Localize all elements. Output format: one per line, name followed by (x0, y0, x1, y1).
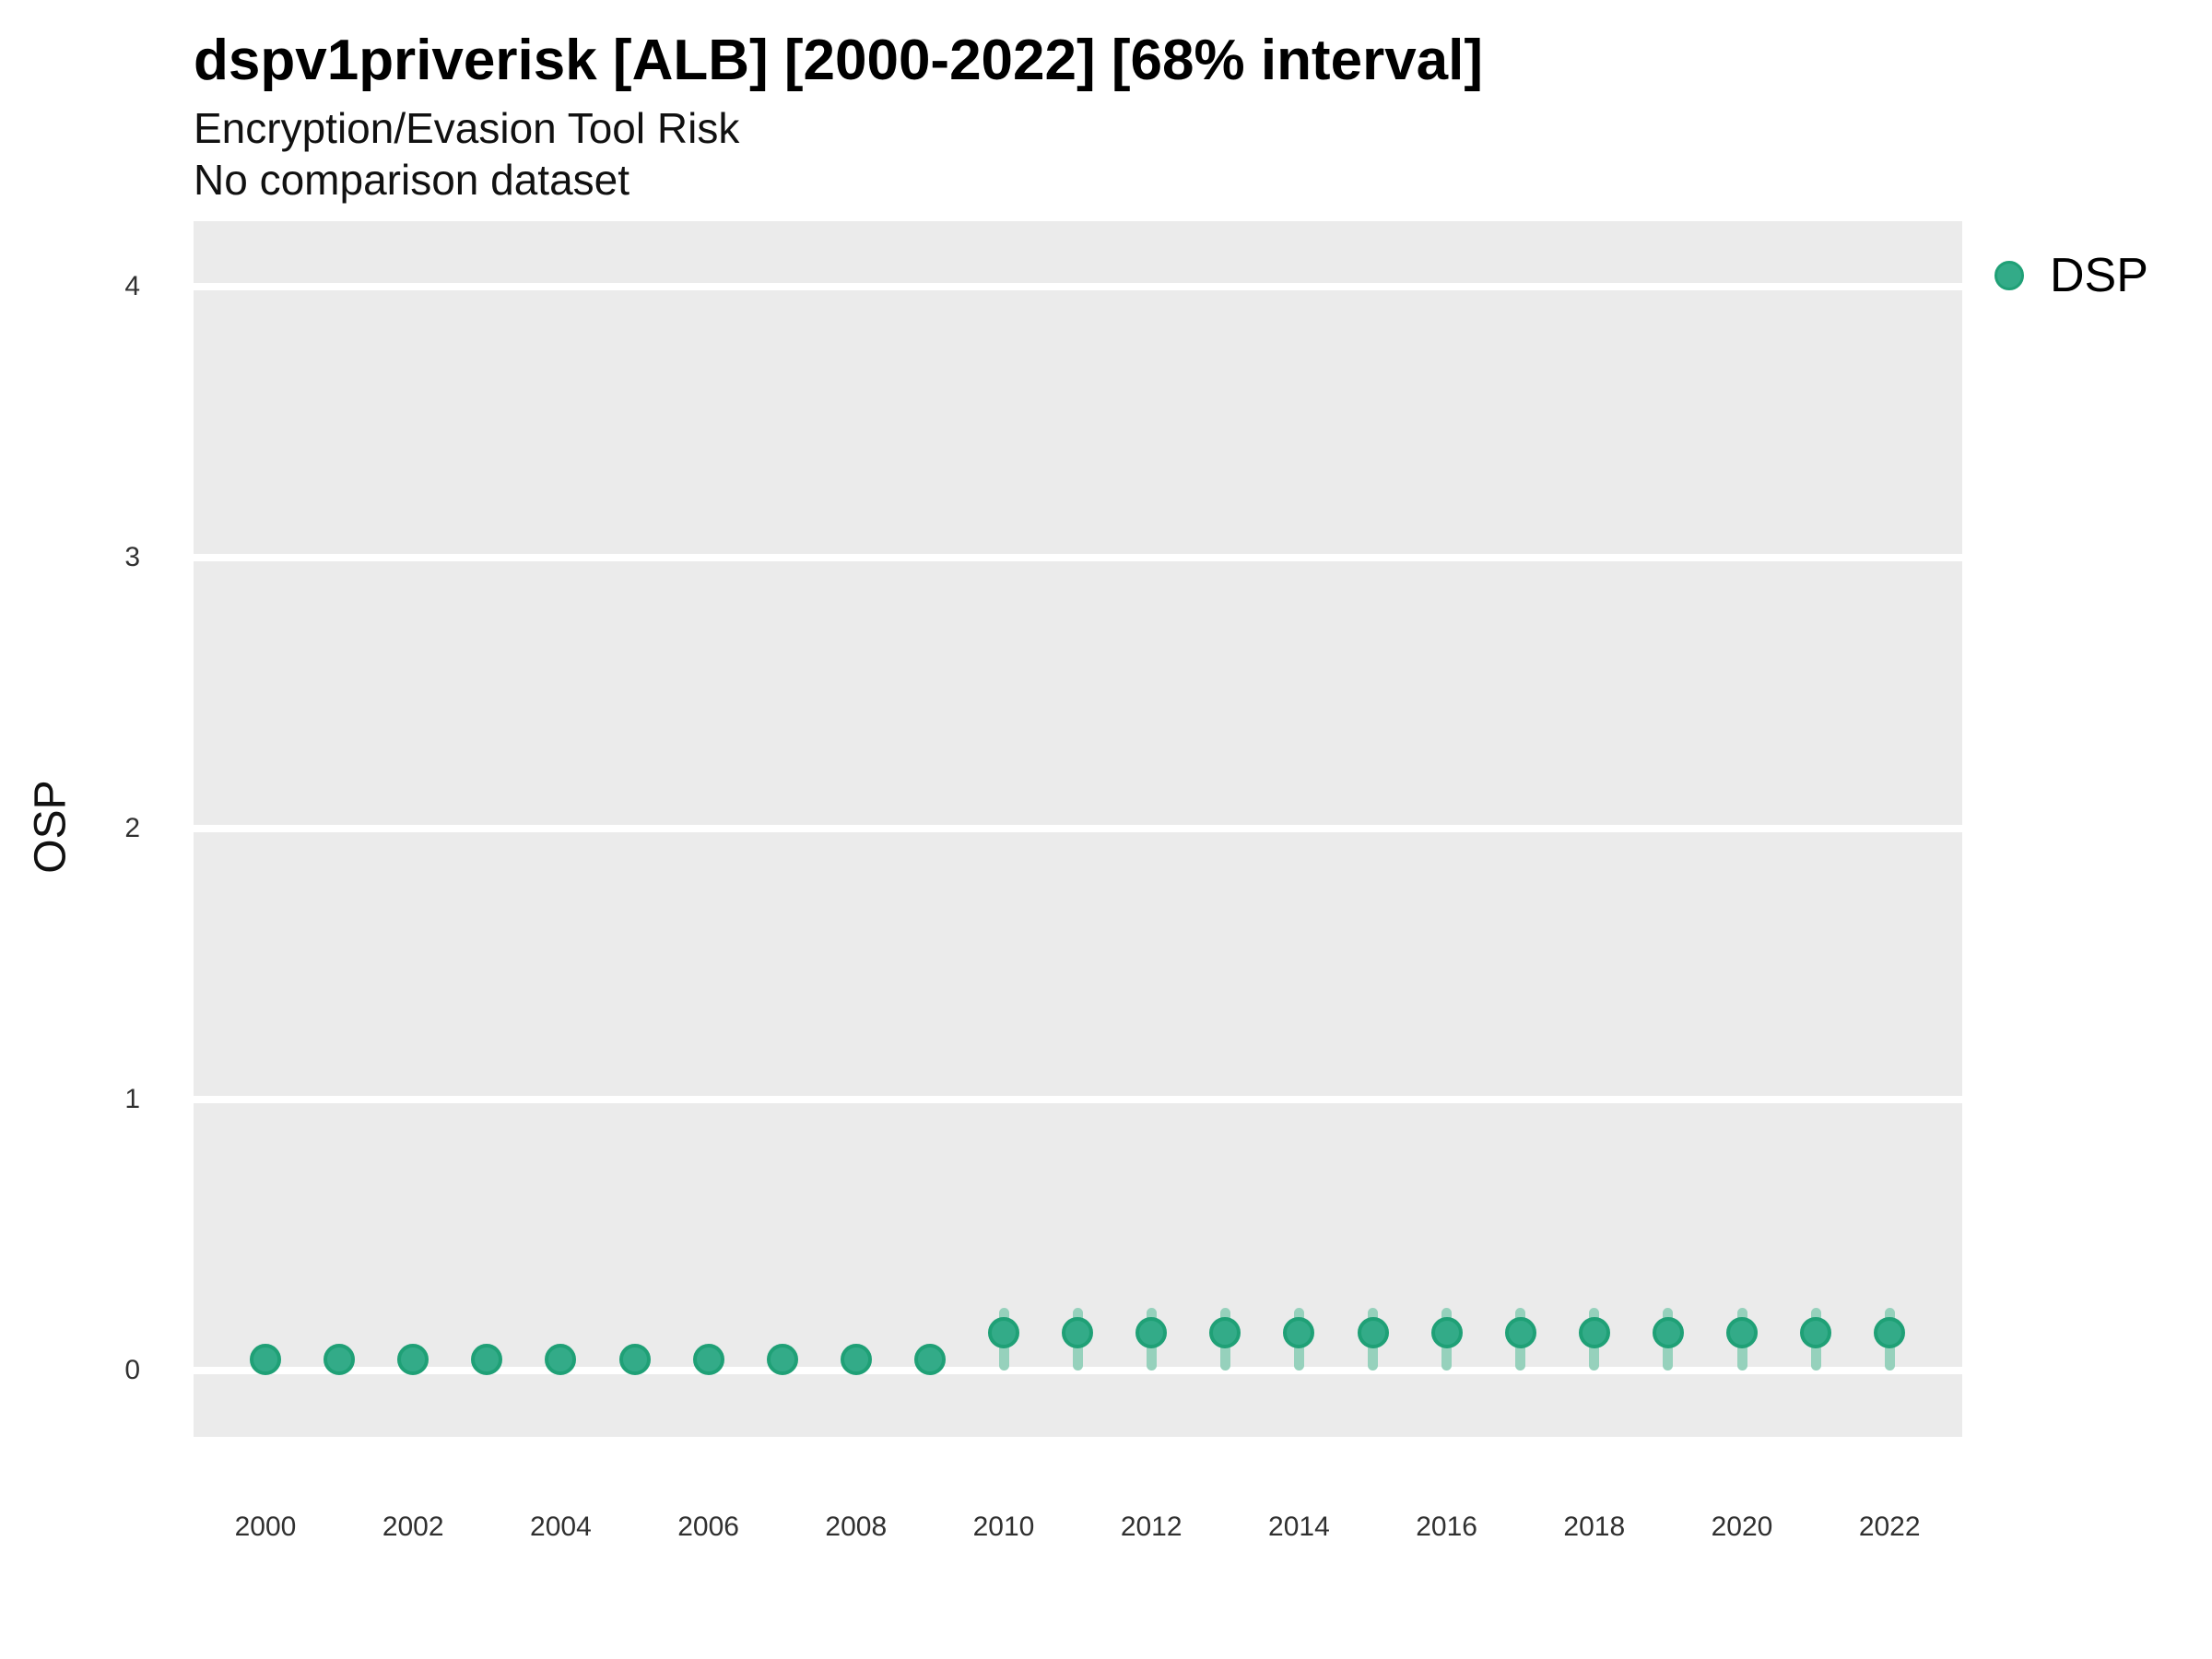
x-tick-label: 2022 (1858, 1512, 1921, 1542)
data-point (545, 1344, 577, 1376)
major-gridline (194, 283, 1962, 290)
x-tick-label: 2000 (234, 1512, 297, 1542)
chart-title: dspv1priverisk [ALB] [2000-2022] [68% in… (194, 29, 1484, 92)
data-point (1209, 1316, 1241, 1348)
major-gridline (194, 1367, 1962, 1374)
data-point (988, 1316, 1019, 1348)
chart-subtitle: Encryption/Evasion Tool Risk (194, 104, 740, 152)
data-point (692, 1344, 724, 1376)
data-point (1357, 1316, 1389, 1348)
data-point (1062, 1316, 1094, 1348)
data-point (766, 1344, 798, 1376)
data-point (840, 1344, 872, 1376)
x-tick-label: 2008 (825, 1512, 888, 1542)
data-point (913, 1344, 946, 1376)
data-point (618, 1344, 651, 1376)
chart-subtitle-note: No comparison dataset (194, 156, 630, 204)
x-tick-label: 2016 (1416, 1512, 1477, 1542)
x-tick-label: 2018 (1563, 1512, 1626, 1542)
major-gridline (194, 825, 1962, 832)
data-point (397, 1344, 429, 1376)
y-tick-label: 4 (124, 271, 140, 301)
data-point (324, 1344, 356, 1376)
major-gridline (194, 554, 1962, 561)
data-point (1135, 1316, 1168, 1348)
data-point (1800, 1316, 1832, 1348)
legend-dot-icon (1994, 261, 2024, 290)
legend-label: DSP (2050, 249, 2148, 302)
x-tick-label: 2010 (972, 1512, 1035, 1542)
y-tick-label: 3 (124, 542, 140, 572)
data-point (1430, 1316, 1463, 1348)
x-tick-label: 2004 (530, 1512, 592, 1542)
y-tick-label: 1 (124, 1084, 140, 1114)
data-point (471, 1344, 503, 1376)
x-tick-label: 2012 (1120, 1512, 1182, 1542)
plot-panel (194, 221, 1962, 1437)
x-tick-label: 2002 (382, 1512, 444, 1542)
data-point (1874, 1316, 1906, 1348)
x-tick-label: 2014 (1268, 1512, 1330, 1542)
data-point (1652, 1316, 1684, 1348)
data-point (1283, 1316, 1315, 1348)
x-tick-label: 2006 (677, 1512, 739, 1542)
y-tick-label: 0 (124, 1355, 140, 1385)
data-point (1504, 1316, 1536, 1348)
legend: DSP (1994, 247, 2148, 304)
x-tick-label: 2020 (1711, 1512, 1773, 1542)
data-point (250, 1344, 281, 1376)
data-point (1578, 1316, 1610, 1348)
y-tick-label: 2 (124, 813, 140, 843)
major-gridline (194, 1096, 1962, 1103)
data-point (1726, 1316, 1758, 1348)
